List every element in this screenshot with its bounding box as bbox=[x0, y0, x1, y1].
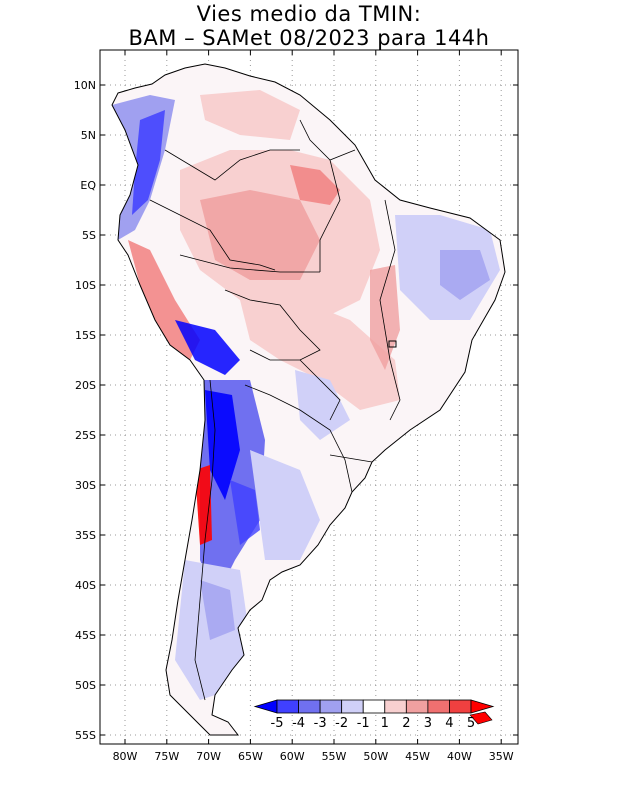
lat-tick-label: 5N bbox=[81, 129, 96, 142]
warm-bias-strip-cerrado bbox=[370, 265, 400, 370]
colorbar-swatch bbox=[362, 699, 386, 714]
lat-tick-label: 25S bbox=[75, 429, 96, 442]
cool-bias-core-altiplano bbox=[175, 320, 240, 375]
lon-tick-label: 35W bbox=[489, 750, 514, 763]
warm-bias-patch-north bbox=[290, 165, 340, 205]
colorbar-swatch bbox=[405, 699, 429, 714]
colorbar-label: 1 bbox=[381, 716, 389, 731]
lon-tick-label: 65W bbox=[238, 750, 263, 763]
border-guianas bbox=[299, 119, 356, 161]
lon-tick-label: 60W bbox=[280, 750, 305, 763]
map-title-line-2: BAM – SAMet 08/2023 para 144h bbox=[128, 26, 490, 50]
colorbar-label: 2 bbox=[402, 716, 410, 731]
warm-bias-strip-chile bbox=[195, 465, 212, 545]
lon-tick-label: 40W bbox=[447, 750, 472, 763]
lat-tick-label: 10N bbox=[74, 79, 96, 92]
lake-marker bbox=[388, 340, 397, 348]
colorbar-swatch bbox=[341, 699, 364, 714]
lon-tick-label: 70W bbox=[196, 750, 221, 763]
colorbar-label: -5 bbox=[271, 716, 284, 731]
warm-bias-region-central bbox=[240, 300, 400, 410]
cool-bias-core-north-andes bbox=[132, 110, 165, 215]
border-brazil-north bbox=[319, 159, 341, 272]
lat-tick-label: 30S bbox=[75, 479, 96, 492]
colorbar-label: -1 bbox=[357, 716, 370, 731]
latitude-ticks: 10N 5N EQ 5S 10S 15S 20S 25S 30S 35S 40S 45S 50S 55S bbox=[74, 79, 518, 742]
lon-tick-label: 80W bbox=[113, 750, 138, 763]
lat-tick-label: EQ bbox=[80, 179, 96, 192]
coastline bbox=[111, 63, 506, 736]
border-bolivia bbox=[224, 289, 321, 361]
border-brazil-states bbox=[379, 199, 401, 421]
lon-tick-label: 75W bbox=[154, 750, 179, 763]
border-colombia-venezuela bbox=[164, 149, 300, 181]
colorbar-swatch bbox=[298, 699, 321, 714]
colorbar-swatch bbox=[449, 699, 472, 714]
country-borders bbox=[149, 119, 401, 701]
map-title-line-1: Vies medio da TMIN: bbox=[196, 2, 422, 26]
lat-tick-label: 55S bbox=[75, 729, 96, 742]
colorbar-label: -2 bbox=[335, 716, 348, 731]
colorbar-swatch bbox=[276, 699, 299, 714]
cool-bias-core-northeast bbox=[440, 250, 490, 300]
lon-tick-label: 55W bbox=[322, 750, 347, 763]
continent-bias-field bbox=[111, 63, 506, 736]
border-argentina-north bbox=[244, 384, 353, 493]
colorbar-swatch bbox=[384, 699, 407, 714]
colorbar-label: -4 bbox=[292, 716, 305, 731]
colorbar-max-arrow bbox=[470, 699, 495, 714]
lat-tick-label: 5S bbox=[82, 229, 96, 242]
border-peru-brazil bbox=[179, 254, 320, 273]
lat-tick-label: 50S bbox=[75, 679, 96, 692]
falkland-islands bbox=[469, 711, 493, 725]
colorbar-label: -3 bbox=[314, 716, 327, 731]
longitude-ticks: 80W 75W 70W 65W 60W 55W 50W 45W 40W 35W bbox=[113, 50, 514, 763]
colorbar-label: 3 bbox=[424, 716, 432, 731]
colorbar-label: 4 bbox=[445, 716, 453, 731]
border-uruguay bbox=[329, 454, 373, 463]
lat-tick-label: 40S bbox=[75, 579, 96, 592]
border-colombia-peru bbox=[149, 199, 276, 271]
lat-tick-label: 10S bbox=[75, 279, 96, 292]
warm-bias-region-venezuela bbox=[200, 90, 300, 140]
colorbar-swatch bbox=[319, 699, 343, 714]
border-paraguay bbox=[299, 359, 341, 421]
warm-bias-core-amazon bbox=[200, 190, 320, 280]
colorbar: -5 -4 -3 -2 -1 1 2 3 4 5 bbox=[253, 699, 495, 731]
cool-bias-region-paraguay bbox=[295, 370, 350, 440]
cool-bias-region-pampas bbox=[250, 450, 320, 560]
lat-tick-label: 20S bbox=[75, 379, 96, 392]
lon-tick-label: 50W bbox=[363, 750, 388, 763]
lat-tick-label: 15S bbox=[75, 329, 96, 342]
lat-tick-label: 45S bbox=[75, 629, 96, 642]
lat-tick-label: 35S bbox=[75, 529, 96, 542]
colorbar-label: 5 bbox=[467, 716, 475, 731]
cool-bias-patch-cuyo bbox=[230, 480, 260, 545]
border-chile-argentina bbox=[194, 379, 216, 701]
colorbar-swatch bbox=[427, 699, 450, 714]
cool-bias-patch-patagonia bbox=[200, 580, 235, 640]
lon-tick-label: 45W bbox=[405, 750, 430, 763]
